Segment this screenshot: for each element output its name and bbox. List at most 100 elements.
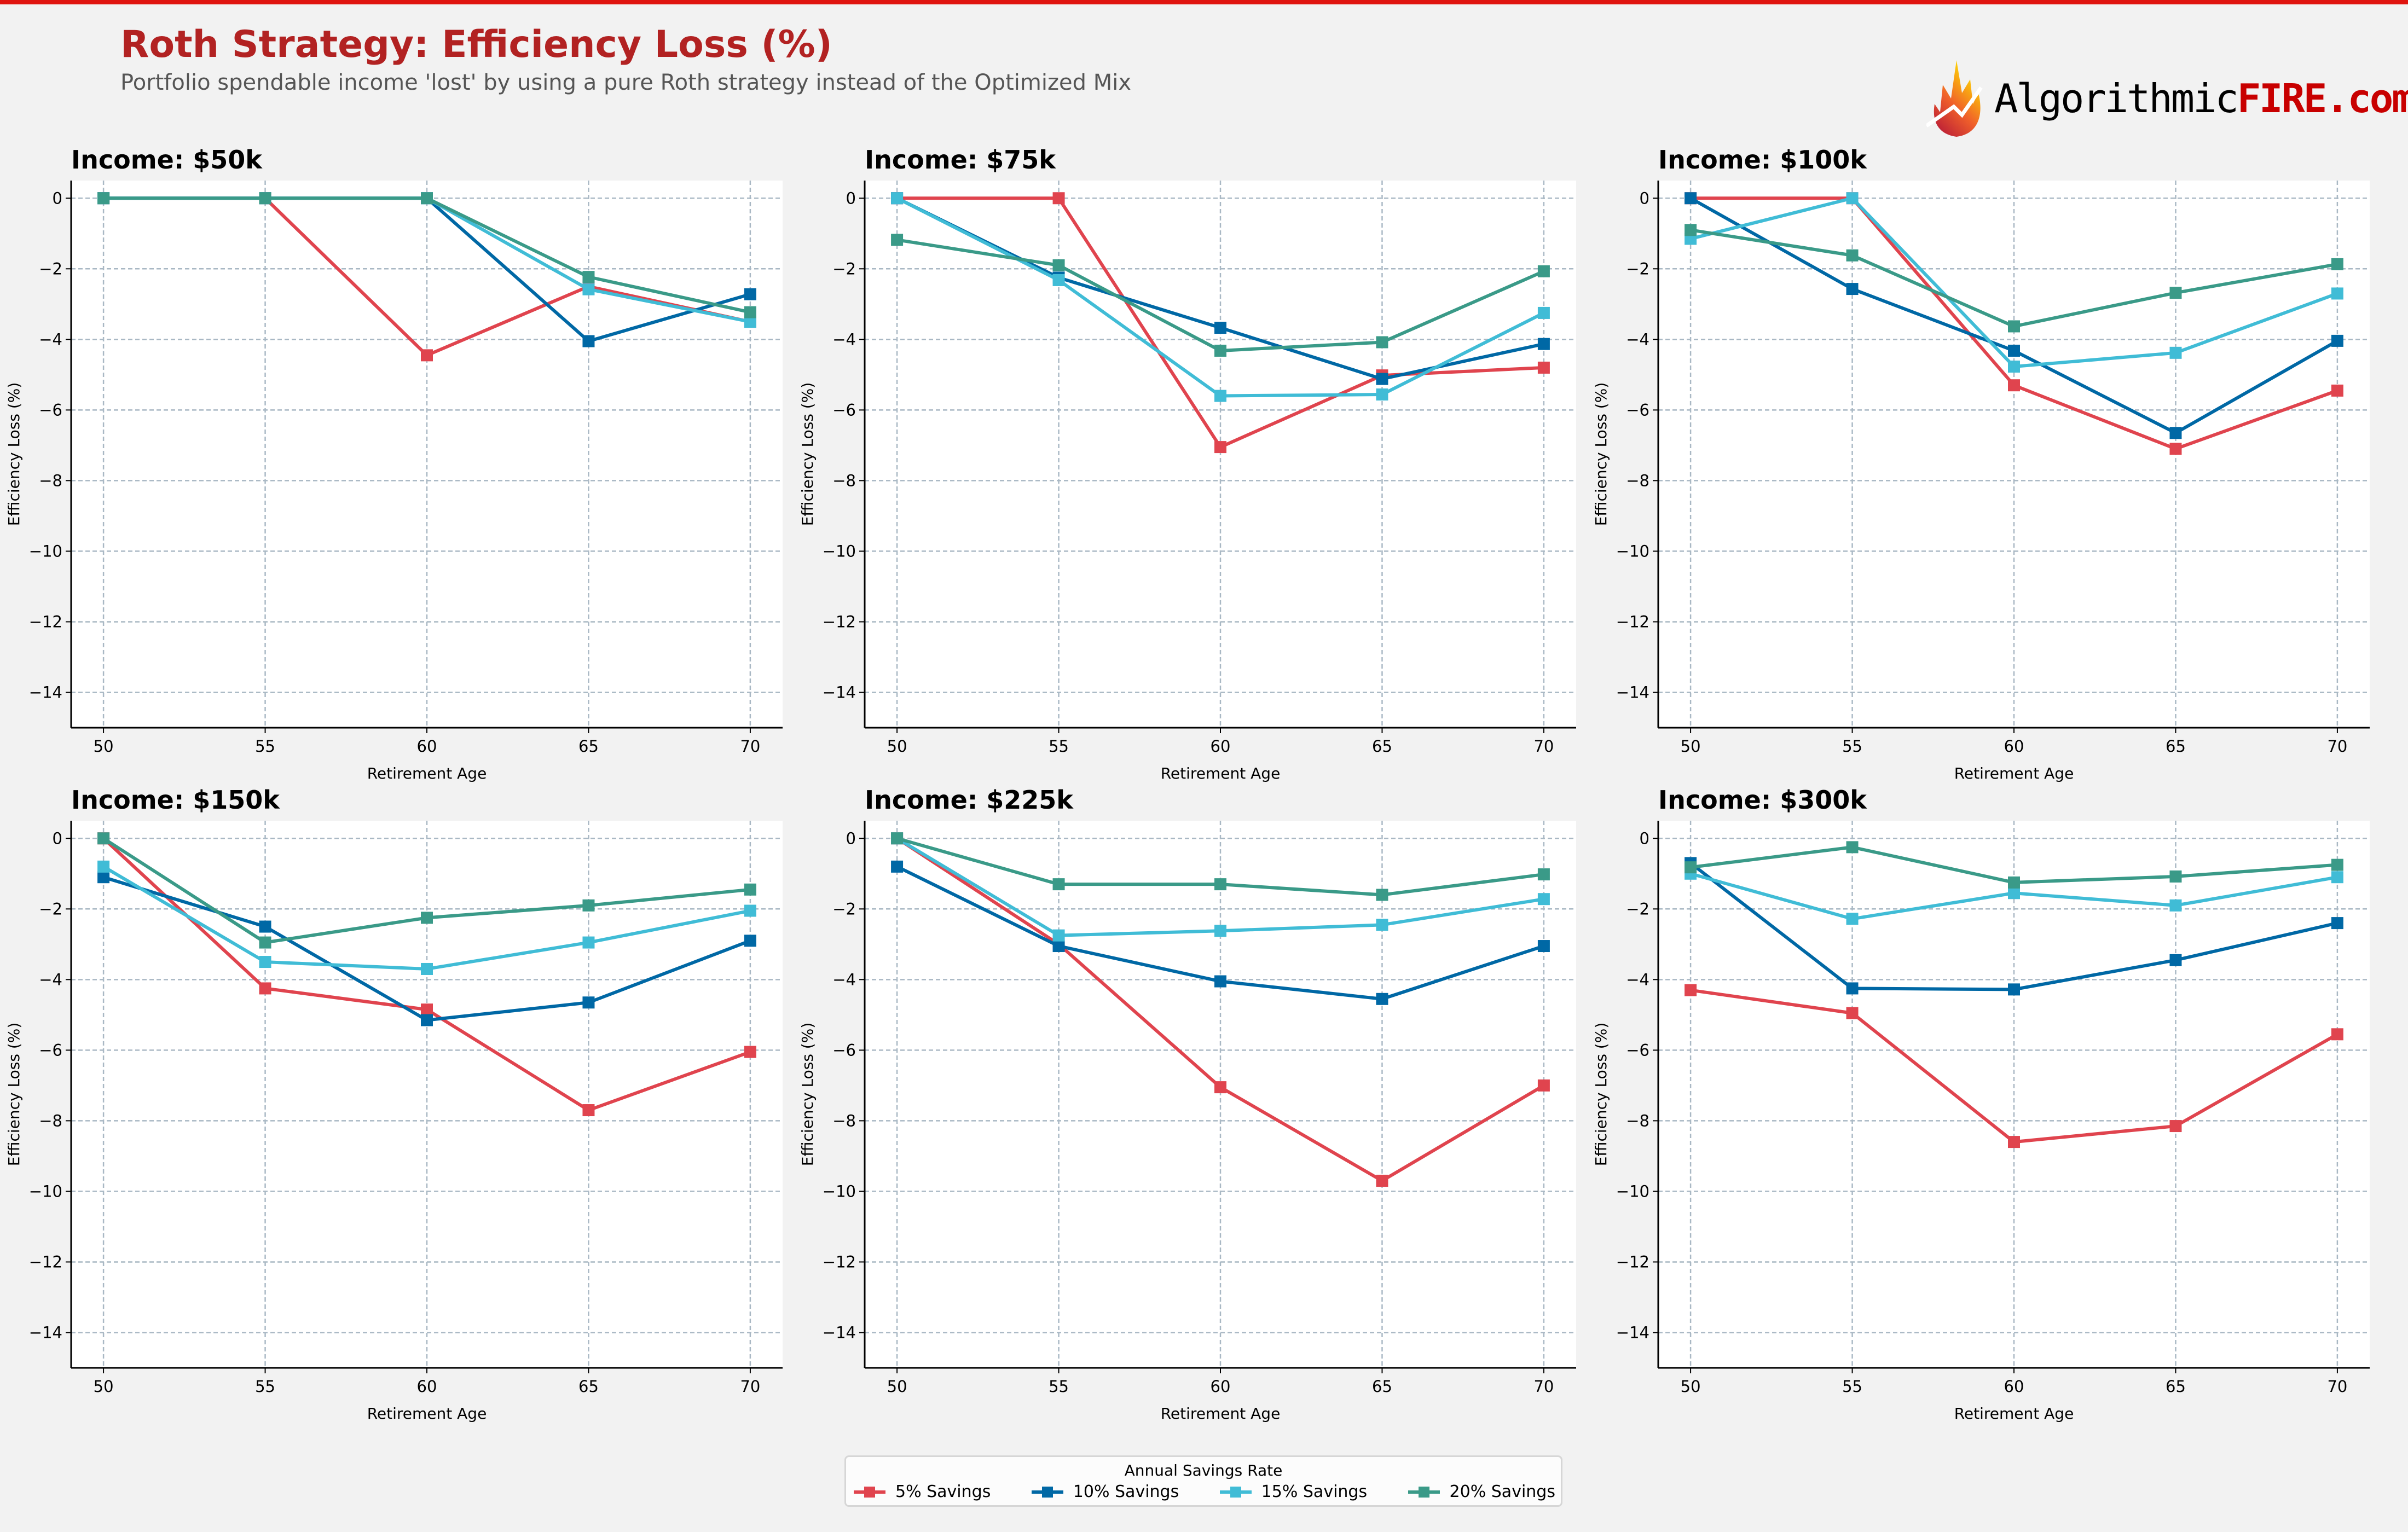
data-point-marker bbox=[744, 1046, 756, 1058]
flame-logo-icon bbox=[1926, 60, 1983, 137]
x-tick-label: 65 bbox=[2166, 737, 2186, 756]
data-point-marker bbox=[1052, 929, 1065, 942]
y-tick-label: −10 bbox=[29, 1182, 62, 1200]
data-point-marker bbox=[1537, 868, 1550, 881]
subplot: 0 −2 −4 −6 −8 −10 −12 −14 50 55 60 65 70 Income: $75k… bbox=[798, 145, 1576, 782]
y-tick-label: −14 bbox=[29, 683, 62, 701]
y-tick-label: −12 bbox=[29, 1252, 62, 1271]
legend-item: 5% Savings bbox=[854, 1482, 991, 1501]
x-tick-label: 55 bbox=[255, 1377, 275, 1396]
data-point-marker bbox=[1376, 919, 1388, 931]
legend-swatch-icon bbox=[1219, 1486, 1252, 1498]
data-point-marker bbox=[1052, 274, 1065, 286]
y-tick-label: 0 bbox=[846, 829, 856, 848]
y-tick-label: −4 bbox=[832, 330, 856, 349]
data-point-marker bbox=[259, 192, 271, 205]
x-tick-label: 50 bbox=[1681, 737, 1701, 756]
legend-label: 20% Savings bbox=[1449, 1482, 1555, 1501]
data-point-marker bbox=[1214, 441, 1226, 454]
data-point-marker bbox=[2331, 917, 2343, 930]
y-tick-label: −14 bbox=[823, 683, 856, 701]
y-tick-label: −6 bbox=[832, 1041, 856, 1059]
legend-title: Annual Savings Rate bbox=[1124, 1461, 1283, 1479]
data-point-marker bbox=[744, 883, 756, 896]
x-axis-label: Retirement Age bbox=[1954, 764, 2074, 782]
legend-item: 20% Savings bbox=[1408, 1482, 1555, 1501]
data-point-marker bbox=[2331, 287, 2343, 300]
y-tick-label: −12 bbox=[823, 1252, 856, 1271]
data-point-marker bbox=[1846, 982, 1859, 995]
x-tick-label: 60 bbox=[1211, 1377, 1231, 1396]
y-tick-label: −2 bbox=[832, 259, 856, 278]
subplot-title: Income: $225k bbox=[865, 785, 1074, 815]
data-point-marker bbox=[2331, 334, 2343, 347]
x-tick-label: 55 bbox=[1049, 737, 1069, 756]
data-point-marker bbox=[97, 860, 110, 873]
y-tick-label: −14 bbox=[1616, 1323, 1649, 1342]
data-point-marker bbox=[1846, 192, 1859, 205]
y-axis-label: Efficiency Loss (%) bbox=[1592, 382, 1610, 526]
data-point-marker bbox=[1537, 893, 1550, 906]
y-tick-label: −6 bbox=[39, 1041, 62, 1059]
subplot-title: Income: $50k bbox=[71, 145, 263, 175]
y-tick-label: −12 bbox=[1616, 1252, 1649, 1271]
y-tick-label: −10 bbox=[1616, 542, 1649, 560]
data-point-marker bbox=[2008, 876, 2020, 889]
x-tick-label: 65 bbox=[578, 1377, 599, 1396]
data-point-marker bbox=[2169, 899, 2182, 912]
y-tick-label: 0 bbox=[1640, 829, 1649, 848]
page-subtitle: Portfolio spendable income 'lost' by usi… bbox=[120, 70, 1131, 95]
data-point-marker bbox=[1214, 878, 1226, 891]
data-point-marker bbox=[97, 832, 110, 845]
data-point-marker bbox=[744, 288, 756, 300]
x-tick-label: 60 bbox=[417, 737, 437, 756]
y-tick-label: −12 bbox=[1616, 612, 1649, 631]
data-point-marker bbox=[2169, 954, 2182, 966]
data-point-marker bbox=[421, 1014, 433, 1026]
data-point-marker bbox=[1376, 388, 1388, 401]
data-point-marker bbox=[582, 1104, 595, 1117]
data-point-marker bbox=[1685, 861, 1697, 874]
y-tick-label: −6 bbox=[1626, 1041, 1649, 1059]
data-point-marker bbox=[1052, 259, 1065, 271]
data-point-marker bbox=[1214, 322, 1226, 334]
logo-text-red: FIRE.com bbox=[2237, 76, 2408, 121]
data-point-marker bbox=[1846, 283, 1859, 295]
data-point-marker bbox=[2331, 1028, 2343, 1041]
data-point-marker bbox=[2169, 427, 2182, 439]
x-tick-label: 55 bbox=[1842, 737, 1862, 756]
data-point-marker bbox=[1376, 373, 1388, 385]
data-point-marker bbox=[1052, 192, 1065, 205]
data-point-marker bbox=[2331, 871, 2343, 884]
x-tick-label: 55 bbox=[255, 737, 275, 756]
x-tick-label: 50 bbox=[94, 737, 114, 756]
y-tick-label: −10 bbox=[823, 1182, 856, 1200]
data-point-marker bbox=[1214, 1081, 1226, 1094]
data-point-marker bbox=[1846, 1007, 1859, 1019]
x-tick-label: 50 bbox=[1681, 1377, 1701, 1396]
x-tick-label: 55 bbox=[1049, 1377, 1069, 1396]
data-point-marker bbox=[744, 316, 756, 328]
data-point-marker bbox=[582, 283, 595, 295]
page-title: Roth Strategy: Efficiency Loss (%) bbox=[120, 23, 832, 66]
y-tick-label: −8 bbox=[39, 471, 62, 490]
data-point-marker bbox=[744, 904, 756, 917]
data-point-marker bbox=[2169, 346, 2182, 359]
data-point-marker bbox=[1214, 925, 1226, 937]
top-accent-bar bbox=[0, 0, 2408, 4]
y-tick-label: −4 bbox=[1626, 330, 1649, 349]
y-tick-label: −4 bbox=[1626, 970, 1649, 989]
legend-swatch-icon bbox=[854, 1486, 885, 1498]
data-point-marker bbox=[2008, 320, 2020, 333]
data-point-marker bbox=[744, 935, 756, 947]
y-tick-label: −6 bbox=[832, 401, 856, 419]
y-tick-label: −4 bbox=[39, 970, 62, 989]
data-point-marker bbox=[421, 912, 433, 924]
data-point-marker bbox=[259, 956, 271, 968]
subplot: 0 −2 −4 −6 −8 −10 −12 −14 50 55 60 65 70 Income: $150… bbox=[5, 785, 783, 1423]
y-tick-label: 0 bbox=[53, 829, 62, 848]
data-point-marker bbox=[1376, 1175, 1388, 1187]
y-tick-label: 0 bbox=[1640, 189, 1649, 207]
x-axis-label: Retirement Age bbox=[1161, 1405, 1281, 1423]
